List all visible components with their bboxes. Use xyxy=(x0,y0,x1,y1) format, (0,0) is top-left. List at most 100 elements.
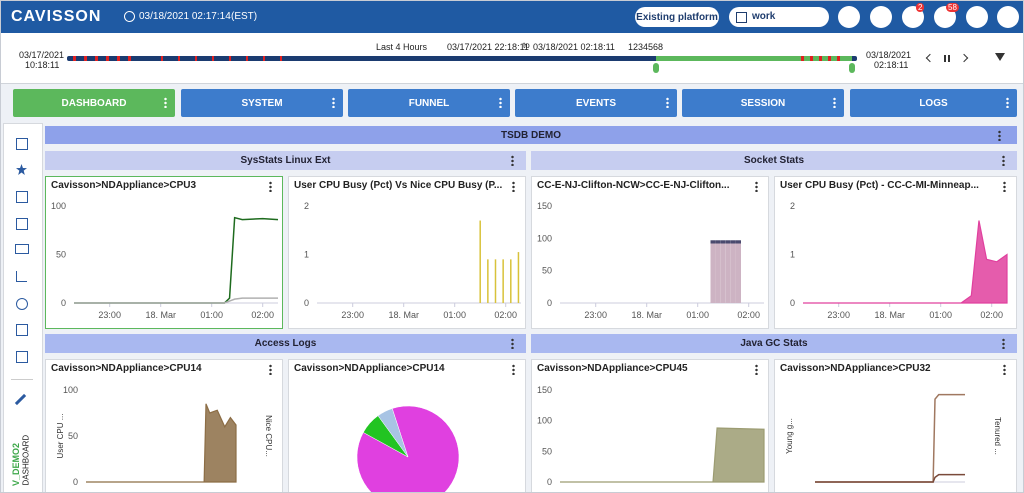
selection-handle[interactable] xyxy=(653,63,659,73)
panel: Cavisson>NDAppliance>CPU3 0 50 100 23:00 18. … xyxy=(45,176,283,329)
search-box[interactable] xyxy=(729,7,829,27)
tab[interactable]: EVENTS xyxy=(515,89,677,117)
panel-title: Cavisson>NDAppliance>CPU45 xyxy=(537,363,688,374)
dashboard-title: TSDB DEMO xyxy=(45,126,1017,144)
bar xyxy=(479,220,481,303)
sidebar-icon[interactable] xyxy=(16,298,28,310)
filter-button[interactable] xyxy=(995,53,1005,61)
tab[interactable]: FUNNEL xyxy=(348,89,510,117)
panel-title: Cavisson>NDAppliance>CPU14 xyxy=(294,363,445,374)
menu[interactable] xyxy=(755,364,758,375)
x-tick-label: 01:00 xyxy=(686,310,709,320)
menu[interactable] xyxy=(1002,155,1005,166)
sidebar-icon[interactable] xyxy=(16,218,28,230)
bar xyxy=(502,259,504,303)
sidebar-icon[interactable] xyxy=(16,324,28,336)
group-header: Access Logs xyxy=(45,334,526,353)
menu[interactable] xyxy=(833,97,836,108)
x-tick-label: 23:00 xyxy=(341,310,364,320)
sidebar-icon[interactable] xyxy=(16,271,27,282)
chart: 0 50 100 User CPU ... Nice CPU... xyxy=(56,385,273,487)
platform-button[interactable]: Existing platform xyxy=(635,7,719,27)
display-button[interactable] xyxy=(997,6,1019,28)
menu[interactable] xyxy=(269,181,272,192)
menu[interactable] xyxy=(512,181,515,192)
y-tick-label: 2 xyxy=(304,201,309,211)
timeline-events xyxy=(73,56,133,61)
menu[interactable] xyxy=(1006,97,1009,108)
tools-button[interactable] xyxy=(870,6,892,28)
series-area xyxy=(560,427,765,483)
group-header: Java GC Stats xyxy=(531,334,1017,353)
theme-button[interactable] xyxy=(838,6,860,28)
y2-axis-label: Nice CPU... xyxy=(264,415,273,457)
x-tick-label: 01:00 xyxy=(929,310,952,320)
selection-handle[interactable] xyxy=(849,63,855,73)
x-tick-label: 18. Mar xyxy=(631,310,662,320)
panel: User CPU Busy (Pct) Vs Nice CPU Busy (P.… xyxy=(288,176,526,329)
sidebar-icon[interactable] xyxy=(16,164,27,175)
bar xyxy=(730,243,736,303)
chart: 0 50 100 150 23:00 18. Mar 01:00 02:00 xyxy=(537,201,764,320)
menu[interactable] xyxy=(998,130,1001,141)
menu[interactable] xyxy=(511,338,514,349)
series-line xyxy=(74,216,279,304)
sidebar-divider xyxy=(11,379,33,380)
x-tick-label: 01:00 xyxy=(200,310,223,320)
range[interactable]: Last 4 Hours xyxy=(376,42,428,52)
x-tick-label: 02:00 xyxy=(980,310,1003,320)
timeline-selection xyxy=(656,56,852,61)
bar xyxy=(715,240,721,244)
menu[interactable] xyxy=(755,181,758,192)
bar xyxy=(494,259,497,303)
menu[interactable] xyxy=(512,364,515,375)
sidebar xyxy=(3,123,43,492)
menu[interactable] xyxy=(164,97,167,108)
tab[interactable]: DASHBOARD xyxy=(13,89,175,117)
dashboard-label: DASHBOARD xyxy=(21,434,31,486)
bar xyxy=(736,240,741,244)
bar xyxy=(725,240,731,244)
sidebar-icon[interactable] xyxy=(16,191,28,203)
group-title: Java GC Stats xyxy=(740,338,808,349)
tab[interactable]: LOGS xyxy=(850,89,1017,117)
x-tick-label: 23:00 xyxy=(827,310,850,320)
y-tick-label: 2 xyxy=(790,201,795,211)
tab[interactable]: SYSTEM xyxy=(181,89,343,117)
menu[interactable] xyxy=(511,155,514,166)
menu[interactable] xyxy=(499,97,502,108)
alert-badge: 2 xyxy=(916,3,925,12)
series-line xyxy=(74,297,278,304)
timeline-bar[interactable] xyxy=(67,56,857,61)
x-tick-label: 23:00 xyxy=(98,310,121,320)
panel: Cavisson>NDAppliance>CPU14 xyxy=(288,359,526,492)
sidebar-icon[interactable] xyxy=(15,244,29,254)
menu[interactable] xyxy=(1003,181,1006,192)
tab-label: EVENTS xyxy=(575,97,616,109)
y-tick-label: 50 xyxy=(542,266,552,276)
tab[interactable]: SESSION xyxy=(682,89,844,117)
user-button[interactable] xyxy=(966,6,988,28)
menu[interactable] xyxy=(666,97,669,108)
pie-slice xyxy=(356,405,460,492)
start-time: 10:18:11 xyxy=(25,60,60,70)
sidebar-icon[interactable] xyxy=(16,351,28,363)
menu[interactable] xyxy=(269,364,272,375)
chart: 0 1 2 23:00 18. Mar 01:00 02:00 xyxy=(304,201,521,320)
timezone: (EST) xyxy=(231,11,258,22)
menu[interactable] xyxy=(332,97,335,108)
message-badge: 58 xyxy=(946,3,959,12)
pause-button[interactable] xyxy=(944,55,950,62)
bar xyxy=(487,259,489,303)
bar xyxy=(736,243,741,303)
sidebar-icon[interactable] xyxy=(16,138,28,150)
menu[interactable] xyxy=(1003,364,1006,375)
y-axis-label: User CPU ... xyxy=(56,414,65,459)
menu[interactable] xyxy=(1002,338,1005,349)
panel: CC-E-NJ-Clifton-NCW>CC-E-NJ-Clifton... 0 5… xyxy=(531,176,769,329)
series-area xyxy=(803,220,1008,304)
panel-title: Cavisson>NDAppliance>CPU14 xyxy=(51,363,202,374)
group-title: SysStats Linux Ext xyxy=(240,155,331,166)
x-tick-label: 18. Mar xyxy=(145,310,176,320)
